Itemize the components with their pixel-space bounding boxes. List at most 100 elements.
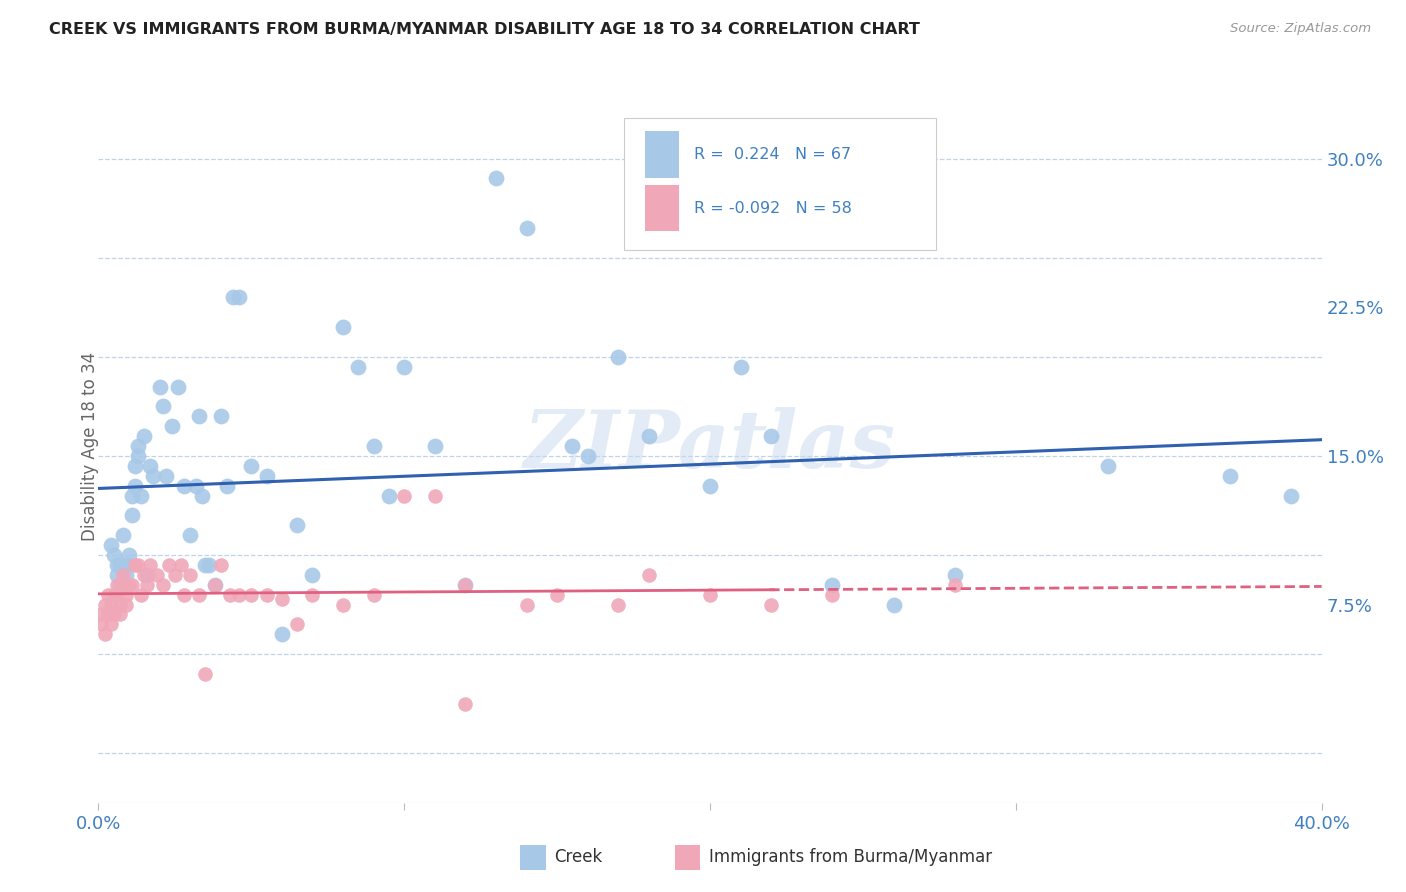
Point xyxy=(93,598,115,612)
Point xyxy=(1219,468,1241,483)
Point xyxy=(561,439,583,453)
Point xyxy=(105,588,128,602)
Point xyxy=(821,578,844,592)
Point xyxy=(155,468,177,483)
Point xyxy=(124,458,146,473)
Point xyxy=(97,607,120,622)
Point xyxy=(121,508,143,523)
Point xyxy=(485,171,508,186)
Point xyxy=(121,489,143,503)
Point xyxy=(270,591,292,606)
Point xyxy=(270,627,292,641)
Point xyxy=(347,359,370,374)
Point xyxy=(127,558,149,572)
Point xyxy=(108,598,131,612)
Point xyxy=(883,598,905,612)
Point xyxy=(423,489,446,503)
Text: ZIPatlas: ZIPatlas xyxy=(524,408,896,484)
Point xyxy=(111,528,134,542)
Point xyxy=(103,607,125,622)
Text: R = -0.092   N = 58: R = -0.092 N = 58 xyxy=(695,201,852,216)
Point xyxy=(157,558,180,572)
Point xyxy=(118,558,141,572)
Point xyxy=(90,617,112,632)
Point xyxy=(730,359,752,374)
Point xyxy=(93,627,115,641)
Point xyxy=(204,578,226,592)
Point xyxy=(129,489,152,503)
Point xyxy=(115,567,138,582)
Point xyxy=(454,697,477,711)
Point xyxy=(332,320,354,334)
Point xyxy=(194,667,217,681)
Point xyxy=(124,478,146,492)
Point xyxy=(546,588,568,602)
Point xyxy=(240,458,263,473)
Point xyxy=(121,578,143,592)
Point xyxy=(423,439,446,453)
Point xyxy=(759,429,782,443)
Point xyxy=(191,489,214,503)
Point xyxy=(105,558,128,572)
Point xyxy=(105,567,128,582)
Point xyxy=(127,449,149,463)
Point xyxy=(188,409,211,424)
Point xyxy=(240,588,263,602)
Point xyxy=(111,558,134,572)
Point xyxy=(1279,489,1302,503)
Point xyxy=(179,528,201,542)
FancyBboxPatch shape xyxy=(624,118,936,250)
Text: CREEK VS IMMIGRANTS FROM BURMA/MYANMAR DISABILITY AGE 18 TO 34 CORRELATION CHART: CREEK VS IMMIGRANTS FROM BURMA/MYANMAR D… xyxy=(49,22,920,37)
Point xyxy=(392,359,416,374)
Point xyxy=(118,548,141,562)
Point xyxy=(111,567,134,582)
Point xyxy=(285,518,308,533)
Point xyxy=(256,588,278,602)
Point xyxy=(576,449,599,463)
Point xyxy=(152,578,174,592)
Point xyxy=(363,439,385,453)
Point xyxy=(256,468,278,483)
Point xyxy=(301,567,323,582)
Point xyxy=(285,617,308,632)
Point xyxy=(97,588,120,602)
Point xyxy=(136,578,159,592)
Point xyxy=(108,607,131,622)
Point xyxy=(152,400,174,414)
Point xyxy=(197,558,219,572)
Point xyxy=(332,598,354,612)
Point xyxy=(100,538,122,552)
Point xyxy=(222,290,245,304)
Point xyxy=(115,588,138,602)
Point xyxy=(136,567,159,582)
Point xyxy=(103,548,125,562)
Point xyxy=(821,588,844,602)
Point xyxy=(103,588,125,602)
FancyBboxPatch shape xyxy=(645,185,679,231)
FancyBboxPatch shape xyxy=(645,131,679,178)
Point xyxy=(160,419,183,434)
Text: Creek: Creek xyxy=(554,848,602,866)
Point xyxy=(186,478,208,492)
Point xyxy=(149,379,172,393)
Point xyxy=(111,578,134,592)
Point xyxy=(139,558,162,572)
Point xyxy=(115,578,138,592)
Point xyxy=(228,290,250,304)
Point xyxy=(134,567,156,582)
Text: Immigrants from Burma/Myanmar: Immigrants from Burma/Myanmar xyxy=(709,848,991,866)
Point xyxy=(228,588,250,602)
Point xyxy=(1097,458,1119,473)
Point xyxy=(115,598,138,612)
Text: Source: ZipAtlas.com: Source: ZipAtlas.com xyxy=(1230,22,1371,36)
Point xyxy=(301,588,323,602)
Point xyxy=(454,578,477,592)
Point xyxy=(127,439,149,453)
Point xyxy=(100,617,122,632)
Point xyxy=(173,588,195,602)
Point xyxy=(943,567,966,582)
Point xyxy=(108,558,131,572)
Point xyxy=(699,588,721,602)
Point xyxy=(699,478,721,492)
Point xyxy=(454,578,477,592)
